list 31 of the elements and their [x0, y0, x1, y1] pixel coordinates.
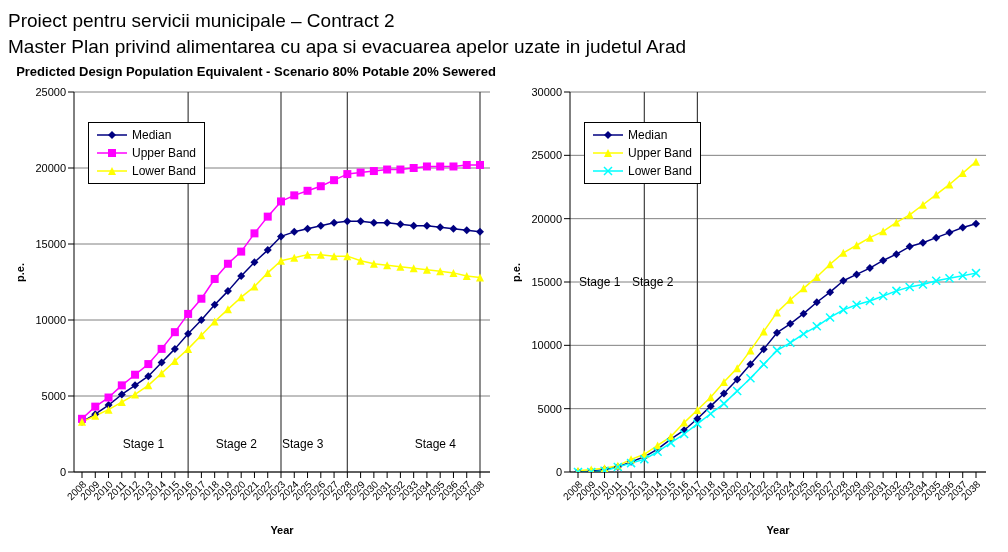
x-axis-title: Year	[270, 524, 295, 536]
y-tick-label: 5000	[537, 402, 562, 415]
y-tick-label: 30000	[531, 85, 562, 98]
text: Proiect pentru servicii municipale – Contract 2	[8, 9, 396, 33]
ref-line-label: Stage 1	[122, 437, 165, 451]
y-tick-label: 15000	[531, 275, 562, 288]
legend-label: Upper Band	[628, 146, 693, 160]
legend-label: Median	[628, 128, 668, 142]
y-tick-label: 20000	[531, 212, 562, 225]
legend-label: Median	[132, 128, 172, 142]
ref-line-label: Stage 2	[215, 437, 258, 451]
y-tick-label: 10000	[35, 313, 66, 326]
legend-label: Lower Band	[628, 164, 693, 178]
y-tick-label: 15000	[35, 237, 66, 250]
y-tick-label: 5000	[41, 389, 66, 402]
ref-line-label: Stage 4	[414, 437, 457, 451]
y-tick-label: 0	[59, 465, 66, 478]
y-tick-label: 20000	[35, 161, 66, 174]
y-axis-title: p.e.	[13, 263, 26, 282]
y-tick-label: 25000	[35, 85, 66, 98]
chart-title: Predicted Design Population Equivalent - Scenario 80% Potable 20% Sewered	[15, 64, 497, 81]
legend-label: Upper Band	[132, 146, 197, 160]
ref-line-label: Stage 3	[281, 437, 324, 451]
y-tick-label: 25000	[531, 149, 562, 162]
ref-line-label: Stage 1	[578, 275, 621, 290]
legend-label: Lower Band	[132, 164, 197, 178]
text: Master Plan privind alimentarea cu apa si evacuarea apelor uzate in judetul Arad	[8, 35, 688, 59]
y-tick-label: 0	[555, 465, 562, 478]
x-axis-title: Year	[766, 524, 791, 536]
y-tick-label: 10000	[531, 339, 562, 352]
y-axis-title: p.e.	[509, 263, 522, 282]
